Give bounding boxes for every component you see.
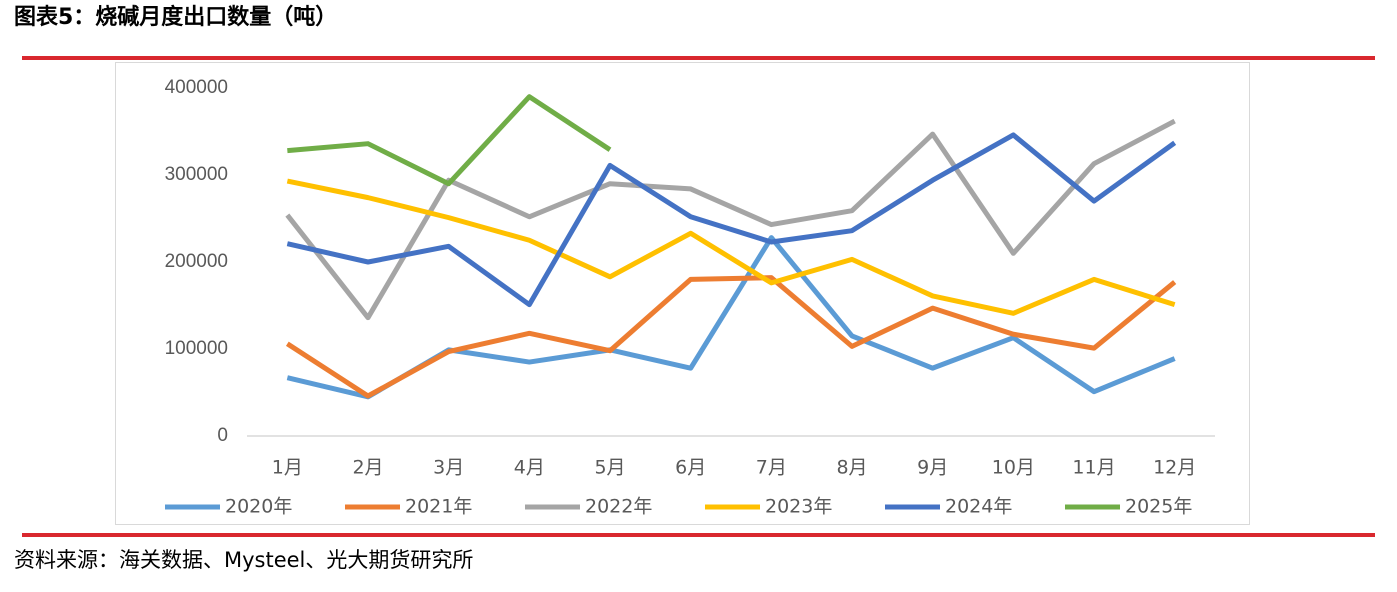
source-note: 资料来源：海关数据、Mysteel、光大期货研究所 — [14, 548, 473, 572]
series-line — [287, 94, 612, 187]
series-line — [285, 275, 1177, 399]
legend-label: 2025年 — [1125, 496, 1192, 518]
y-tick-label: 300000 — [165, 164, 228, 185]
legend-label: 2021年 — [405, 496, 472, 518]
legend-label: 2020年 — [225, 496, 292, 518]
x-tick-label: 6月 — [675, 457, 706, 479]
series-line — [286, 132, 1177, 308]
x-tick-label: 11月 — [1072, 457, 1115, 479]
x-tick-label: 12月 — [1153, 457, 1196, 479]
legend-label: 2024年 — [945, 496, 1012, 518]
x-tick-label: 4月 — [514, 457, 545, 479]
legend-label: 2023年 — [765, 496, 832, 518]
x-tick-label: 1月 — [272, 457, 303, 479]
series-line — [285, 118, 1176, 321]
x-tick-label: 3月 — [433, 457, 464, 479]
y-tick-label: 100000 — [165, 338, 228, 359]
y-tick-label: 0 — [217, 425, 228, 446]
x-tick-label: 10月 — [992, 457, 1035, 479]
legend-label: 2022年 — [585, 496, 652, 518]
x-tick-label: 2月 — [352, 457, 383, 479]
x-tick-label: 7月 — [756, 457, 787, 479]
x-tick-label: 9月 — [917, 457, 948, 479]
y-tick-label: 200000 — [165, 251, 228, 272]
series-line — [286, 235, 1176, 400]
x-tick-label: 8月 — [836, 457, 867, 479]
bottom-rule — [22, 533, 1375, 537]
y-tick-label: 400000 — [165, 77, 228, 98]
x-tick-label: 5月 — [594, 457, 625, 479]
plot-frame — [115, 62, 1250, 525]
top-rule — [22, 56, 1375, 60]
series-line — [286, 178, 1176, 316]
chart-title: 图表5：烧碱月度出口数量（吨） — [14, 4, 337, 30]
